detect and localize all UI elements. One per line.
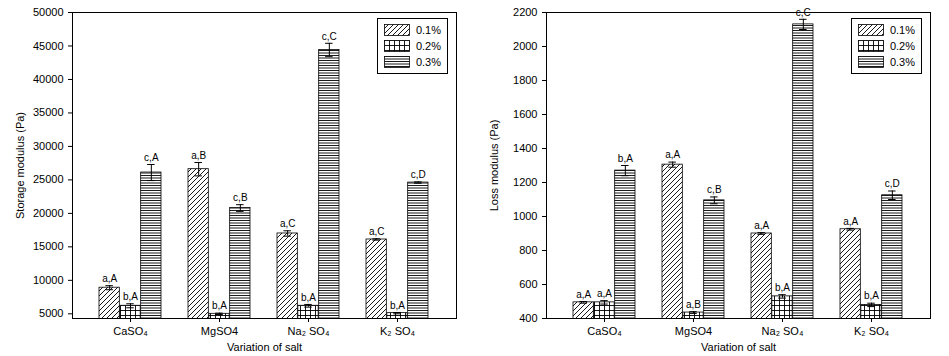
svg-text:2200: 2200 (513, 6, 537, 18)
svg-text:CaSO₄: CaSO₄ (587, 325, 622, 337)
svg-text:1800: 1800 (513, 74, 537, 86)
svg-text:b,A: b,A (301, 292, 316, 303)
svg-text:a,C: a,C (369, 226, 385, 237)
svg-text:a,A: a,A (843, 216, 858, 227)
svg-text:c,B: c,B (707, 184, 722, 195)
svg-text:25000: 25000 (33, 173, 64, 185)
svg-text:b,A: b,A (212, 300, 227, 311)
svg-text:b,A: b,A (618, 153, 633, 164)
html-text:0.1%: 0.1% (415, 24, 441, 36)
svg-text:a,A: a,A (665, 149, 680, 160)
svg-text:CaSO₄: CaSO₄ (113, 325, 148, 337)
svg-text:45000: 45000 (33, 39, 64, 51)
svg-text:Na₂ SO₄: Na₂ SO₄ (288, 325, 330, 337)
svg-text:c,D: c,D (411, 169, 426, 180)
svg-text:b,A: b,A (775, 282, 790, 293)
svg-text:MgSO4: MgSO4 (675, 325, 712, 337)
svg-text:a,C: a,C (280, 218, 296, 229)
html-text:0.3%: 0.3% (889, 56, 915, 68)
svg-text:30000: 30000 (33, 140, 64, 152)
svg-text:a,A: a,A (597, 288, 612, 299)
svg-text:a,A: a,A (576, 289, 591, 300)
svg-text:a,A: a,A (102, 273, 117, 284)
svg-text:K₂ SO₄: K₂ SO₄ (854, 325, 890, 337)
svg-text:10000: 10000 (33, 274, 64, 286)
svg-text:c,D: c,D (885, 178, 900, 189)
svg-text:Variation of salt: Variation of salt (227, 341, 302, 353)
svg-text:1400: 1400 (513, 142, 537, 154)
svg-text:b,A: b,A (864, 290, 879, 301)
svg-text:c,C: c,C (795, 6, 811, 18)
svg-text:800: 800 (519, 244, 537, 256)
svg-text:b,A: b,A (390, 300, 405, 311)
svg-text:Variation of salt: Variation of salt (701, 341, 776, 353)
svg-text:Na₂ SO₄: Na₂ SO₄ (762, 325, 804, 337)
html-text:0.3%: 0.3% (415, 56, 441, 68)
svg-text:b,A: b,A (123, 291, 138, 302)
svg-text:Loss modulus (Pa): Loss modulus (Pa) (488, 120, 500, 212)
svg-text:c,C: c,C (322, 31, 337, 42)
html-text:0.2%: 0.2% (889, 40, 915, 52)
svg-text:MgSO4: MgSO4 (201, 325, 238, 337)
svg-text:c,B: c,B (233, 192, 248, 203)
svg-text:40000: 40000 (33, 73, 64, 85)
svg-text:a,B: a,B (686, 299, 701, 310)
svg-text:15000: 15000 (33, 240, 64, 252)
svg-text:Storage modulus (Pa): Storage modulus (Pa) (14, 112, 26, 219)
svg-text:a,B: a,B (191, 150, 206, 161)
svg-text:20000: 20000 (33, 207, 64, 219)
svg-text:5000: 5000 (39, 307, 63, 319)
svg-text:2000: 2000 (513, 40, 537, 52)
svg-text:1600: 1600 (513, 108, 537, 120)
svg-text:1200: 1200 (513, 176, 537, 188)
svg-text:a,A: a,A (754, 220, 769, 231)
svg-text:400: 400 (519, 312, 537, 324)
svg-text:600: 600 (519, 278, 537, 290)
svg-text:1000: 1000 (513, 210, 537, 222)
svg-text:c,A: c,A (144, 152, 159, 163)
svg-text:35000: 35000 (33, 106, 64, 118)
svg-text:50000: 50000 (33, 6, 64, 18)
html-text:0.1%: 0.1% (889, 24, 915, 36)
svg-text:K₂ SO₄: K₂ SO₄ (380, 325, 416, 337)
html-text:0.2%: 0.2% (415, 40, 441, 52)
